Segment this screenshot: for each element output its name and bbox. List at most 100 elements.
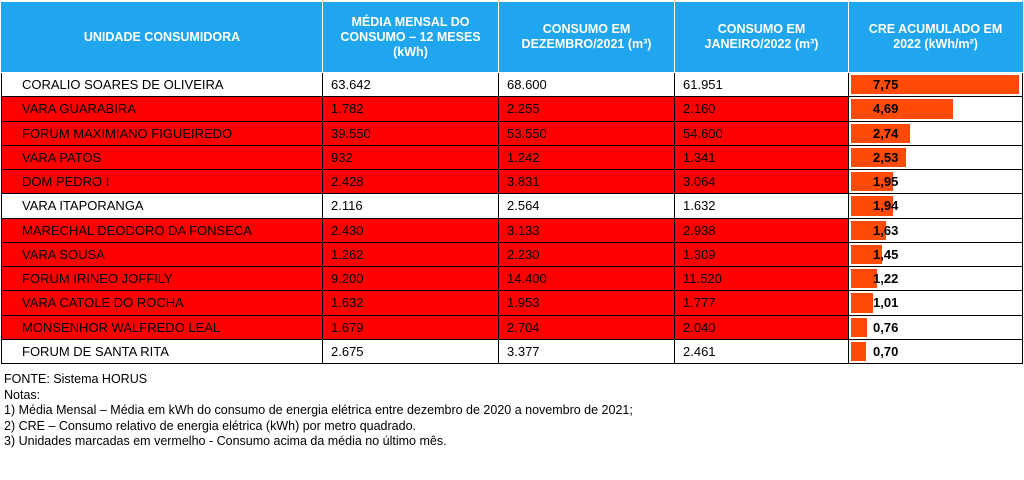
table-row: FORUM DE SANTA RITA 2.675 3.377 2.461 0,70 bbox=[1, 338, 1023, 365]
january-cell: 2.040 bbox=[674, 314, 849, 340]
unit-cell: FORUM IRINEO JOFFILY bbox=[1, 265, 323, 292]
cre-value: 0,76 bbox=[873, 319, 899, 335]
table-row: FORUM IRINEO JOFFILY 9.200 14.400 11.520 1,2… bbox=[1, 265, 1023, 292]
header-unit: UNIDADE CONSUMIDORA bbox=[1, 1, 323, 73]
december-cell: 2.230 bbox=[498, 241, 675, 268]
cre-cell: 2,53 bbox=[848, 144, 1023, 171]
january-cell: 2.938 bbox=[674, 217, 849, 243]
table-row: VARA CATOLE DO ROCHA 1.632 1.953 1.777 1,01 bbox=[1, 290, 1023, 316]
december-cell: 14.400 bbox=[498, 265, 675, 292]
cre-value: 1,95 bbox=[873, 174, 899, 190]
january-cell: 1.309 bbox=[674, 241, 849, 268]
cre-value: 0,70 bbox=[873, 343, 899, 359]
cre-value: 2,53 bbox=[873, 149, 899, 165]
cre-cell: 1,45 bbox=[848, 241, 1023, 268]
cre-cell: 1,94 bbox=[848, 193, 1023, 219]
note-item: 1) Média Mensal – Média em kWh do consum… bbox=[4, 403, 633, 417]
december-cell: 53.550 bbox=[498, 120, 675, 146]
january-cell: 54.600 bbox=[674, 120, 849, 146]
cre-cell: 0,70 bbox=[848, 338, 1023, 365]
cre-bar bbox=[851, 123, 910, 143]
cre-bar bbox=[851, 269, 877, 289]
cre-value: 7,75 bbox=[873, 77, 899, 93]
cre-bar bbox=[851, 341, 866, 361]
december-cell: 2.704 bbox=[498, 314, 675, 340]
note-item: 2) CRE – Consumo relativo de energia elé… bbox=[4, 418, 416, 433]
december-cell: 3.377 bbox=[498, 338, 675, 365]
cre-cell: 1,22 bbox=[848, 265, 1023, 292]
header-row: UNIDADE CONSUMIDORA MÉDIA MENSAL DO CONS… bbox=[1, 1, 1023, 73]
note-item: 3) Unidades marcadas em vermelho - Consu… bbox=[4, 434, 447, 448]
table-row: VARA SOUSA 1.262 2.230 1.309 1,45 bbox=[1, 241, 1023, 268]
cre-bar bbox=[851, 196, 893, 216]
average-cell: 2.430 bbox=[322, 217, 499, 243]
unit-cell: MARECHAL DEODORO DA FONSECA bbox=[1, 217, 323, 243]
january-cell: 1.632 bbox=[674, 193, 849, 219]
december-cell: 2.255 bbox=[498, 96, 675, 122]
table-row: VARA ITAPORANGA 2.116 2.564 1.632 1,94 bbox=[1, 193, 1023, 219]
header-monthly-average: MÉDIA MENSAL DO CONSUMO – 12 MESES (kWh) bbox=[322, 1, 499, 73]
cre-value: 4,69 bbox=[873, 101, 899, 117]
unit-cell: MONSENHOR WALFREDO LEAL bbox=[1, 314, 323, 340]
january-cell: 2.160 bbox=[674, 96, 849, 122]
december-cell: 1.953 bbox=[498, 290, 675, 316]
average-cell: 63.642 bbox=[322, 71, 499, 98]
cre-cell: 1,95 bbox=[848, 168, 1023, 195]
december-cell: 1.242 bbox=[498, 144, 675, 171]
table-row: VARA GUARABIRA 1.782 2.255 2.160 4,69 bbox=[1, 96, 1023, 122]
cre-cell: 0,76 bbox=[848, 314, 1023, 340]
unit-cell: VARA SOUSA bbox=[1, 241, 323, 268]
unit-cell: VARA PATOS bbox=[1, 144, 323, 171]
december-cell: 3.831 bbox=[498, 168, 675, 195]
cre-value: 1,63 bbox=[873, 222, 899, 238]
cre-cell: 1,01 bbox=[848, 290, 1023, 316]
notes-title: Notas: bbox=[4, 387, 41, 402]
cre-value: 1,45 bbox=[873, 246, 899, 262]
average-cell: 1.262 bbox=[322, 241, 499, 268]
cre-bar bbox=[851, 99, 953, 119]
january-cell: 11.520 bbox=[674, 265, 849, 292]
cre-cell: 4,69 bbox=[848, 96, 1023, 122]
average-cell: 1.782 bbox=[322, 96, 499, 122]
cre-bar bbox=[851, 317, 867, 337]
cre-bar bbox=[851, 75, 1019, 95]
table-row: FORUM MAXIMIANO FIGUEIREDO 39.550 53.550 54… bbox=[1, 120, 1023, 146]
december-cell: 3.133 bbox=[498, 217, 675, 243]
header-january-consumption: CONSUMO EM JANEIRO/2022 (m³) bbox=[674, 1, 849, 73]
unit-cell: CORALIO SOARES DE OLIVEIRA bbox=[1, 71, 323, 98]
average-cell: 2.428 bbox=[322, 168, 499, 195]
unit-cell: VARA CATOLE DO ROCHA bbox=[1, 290, 323, 316]
unit-cell: FORUM MAXIMIANO FIGUEIREDO bbox=[1, 120, 323, 146]
average-cell: 2.675 bbox=[322, 338, 499, 365]
table-body: CORALIO SOARES DE OLIVEIRA 63.642 68.600 61… bbox=[1, 71, 1023, 365]
december-cell: 68.600 bbox=[498, 71, 675, 98]
table-row: MONSENHOR WALFREDO LEAL 1.679 2.704 2.040 0,… bbox=[1, 314, 1023, 340]
cre-value: 1,01 bbox=[873, 295, 899, 311]
average-cell: 1.632 bbox=[322, 290, 499, 316]
cre-cell: 1,63 bbox=[848, 217, 1023, 243]
header-cre-accumulated: CRE ACUMULADO EM 2022 (kWh/m²) bbox=[848, 1, 1023, 73]
header-december-consumption: CONSUMO EM DEZEMBRO/2021 (m³) bbox=[498, 1, 675, 73]
table-row: CORALIO SOARES DE OLIVEIRA 63.642 68.600 61… bbox=[1, 71, 1023, 98]
source-note: FONTE: Sistema HORUS bbox=[4, 372, 148, 386]
table-row: MARECHAL DEODORO DA FONSECA 2.430 3.133 2.9… bbox=[1, 217, 1023, 243]
notes-section: FONTE: Sistema HORUS Notas: 1) Média Men… bbox=[4, 372, 633, 450]
december-cell: 2.564 bbox=[498, 193, 675, 219]
average-cell: 9.200 bbox=[322, 265, 499, 292]
cre-bar bbox=[851, 147, 906, 167]
unit-cell: FORUM DE SANTA RITA bbox=[1, 338, 323, 365]
january-cell: 3.064 bbox=[674, 168, 849, 195]
january-cell: 1.341 bbox=[674, 144, 849, 171]
average-cell: 2.116 bbox=[322, 193, 499, 219]
cre-bar bbox=[851, 220, 886, 240]
cre-cell: 7,75 bbox=[848, 71, 1023, 98]
january-cell: 2.461 bbox=[674, 338, 849, 365]
average-cell: 932 bbox=[322, 144, 499, 171]
energy-consumption-table: UNIDADE CONSUMIDORA MÉDIA MENSAL DO CONS… bbox=[1, 1, 1023, 365]
january-cell: 1.777 bbox=[674, 290, 849, 316]
average-cell: 1.679 bbox=[322, 314, 499, 340]
cre-cell: 2,74 bbox=[848, 120, 1023, 146]
cre-value: 1,94 bbox=[873, 198, 899, 214]
table-row: DOM PEDRO I 2.428 3.831 3.064 1,95 bbox=[1, 168, 1023, 195]
table-row: VARA PATOS 932 1.242 1.341 2,53 bbox=[1, 144, 1023, 171]
